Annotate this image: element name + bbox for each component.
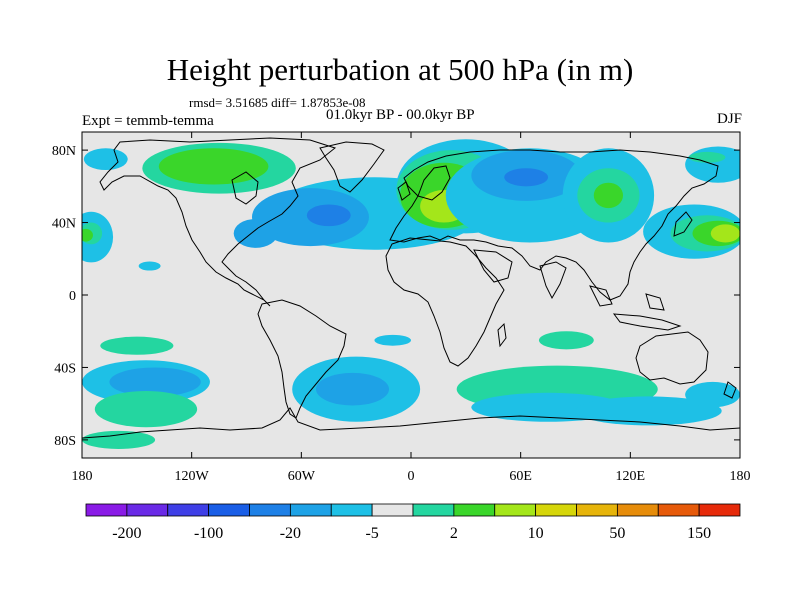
colorbar-box (126, 503, 169, 517)
contour-region-27 (100, 336, 174, 355)
colorbar-label: -5 (365, 525, 378, 542)
colorbar-label: -200 (112, 525, 141, 542)
contour-region-9 (306, 204, 351, 227)
rmsd-line: rmsd= 3.51685 diff= 1.87853e-08 (189, 95, 366, 110)
colorbar-box (85, 503, 128, 517)
contour-region-36 (538, 331, 594, 350)
contour-region-26 (688, 151, 726, 163)
x-tick-label: 120W (175, 469, 210, 484)
contour-region-33 (374, 334, 411, 346)
colorbar-box (330, 503, 373, 517)
x-tick-label: 180 (730, 469, 751, 484)
colorbar-label: -100 (194, 525, 223, 542)
colorbar-box (657, 503, 700, 517)
colorbar-box (616, 503, 659, 517)
colorbar: -200 -100 -20 -5 2 10 50 150 (85, 503, 741, 542)
y-tick-label: 40N (52, 217, 76, 232)
colorbar-box (576, 503, 618, 517)
contour-region-38 (685, 381, 740, 408)
colorbar-label: 50 (609, 525, 625, 542)
colorbar-box (167, 503, 210, 517)
contour-region-6 (158, 148, 269, 185)
coastlines (82, 137, 740, 439)
colorbar-label: 2 (450, 525, 458, 542)
contour-region-37 (575, 396, 722, 426)
colorbar-label: 10 (528, 525, 544, 542)
x-tick-label: 0 (408, 469, 415, 484)
contour-field (82, 132, 740, 458)
contour-region-3 (138, 261, 161, 271)
contour-region-4 (83, 148, 128, 171)
colorbar-label: -20 (280, 525, 301, 542)
season-label: DJF (716, 111, 742, 127)
contour-region-30 (94, 390, 198, 428)
contour-region-10 (233, 218, 278, 248)
contour-region-17 (504, 168, 549, 187)
contour-region-29 (109, 367, 201, 397)
chart-title: Height perturbation at 500 hPa (in m) (166, 52, 634, 87)
colorbar-box (698, 503, 741, 517)
colorbar-box (412, 503, 455, 517)
y-tick-label: 40S (54, 361, 76, 376)
x-tick-label: 60W (288, 469, 316, 484)
x-tick-label: 120E (616, 469, 646, 484)
colorbar-box (289, 503, 332, 517)
axes: 180 120W 60W 0 60E 120E 180 80N 40N 0 40S 80S (52, 132, 751, 484)
contour-region-25 (685, 146, 740, 183)
colorbar-box (249, 503, 291, 517)
colorbar-box (535, 503, 577, 517)
x-tick-label: 180 (72, 469, 93, 484)
y-tick-label: 0 (69, 289, 76, 304)
colorbar-label: 150 (687, 525, 711, 542)
period-label: 01.0kyr BP - 00.0kyr BP (326, 107, 475, 123)
y-tick-label: 80S (54, 434, 76, 449)
colorbar-box (371, 503, 414, 517)
colorbar-box (494, 503, 537, 517)
contour-region-32 (315, 372, 390, 406)
colorbar-box (208, 503, 250, 517)
contour-region-2 (82, 228, 93, 242)
contour-region-20 (593, 182, 624, 209)
x-tick-label: 60E (509, 469, 532, 484)
contour-region-39 (82, 430, 156, 449)
y-tick-label: 80N (52, 144, 76, 159)
colorbar-box (453, 503, 496, 517)
contour-region-24 (710, 224, 740, 243)
experiment-label: Expt = temmb-temma (82, 113, 214, 129)
